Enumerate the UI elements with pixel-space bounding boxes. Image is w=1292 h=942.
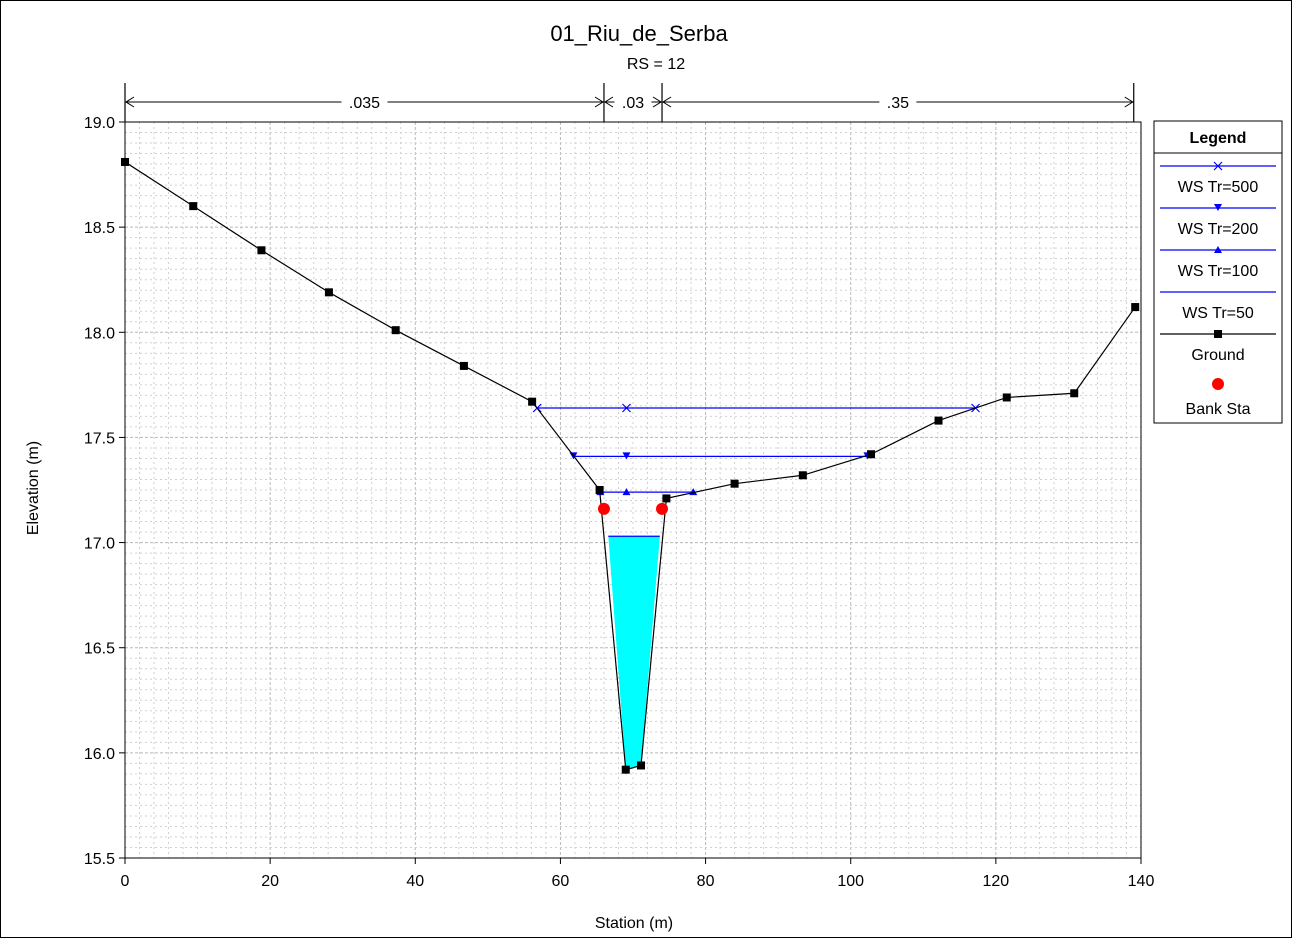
- x-tick-label: 80: [697, 873, 715, 890]
- x-tick-label: 140: [1128, 873, 1155, 890]
- legend-entry-label: WS Tr=200: [1178, 221, 1259, 238]
- legend-entry-label: Ground: [1191, 347, 1244, 364]
- y-tick-label: 15.5: [84, 851, 115, 868]
- legend-entry-label: WS Tr=50: [1182, 305, 1254, 322]
- x-tick-label: 40: [406, 873, 424, 890]
- ground-point: [636, 761, 645, 770]
- ground-point: [391, 326, 400, 335]
- y-tick-label: 18.0: [84, 325, 115, 342]
- bank-stations: [597, 502, 669, 515]
- y-tick-label: 19.0: [84, 115, 115, 132]
- ws-marker: [622, 403, 631, 413]
- ground-point: [595, 486, 604, 494]
- x-axis-ticks: 0 20 40 60 80 100 120 140: [121, 858, 1155, 890]
- bank-sta-point: [656, 502, 669, 515]
- manning-arrowhead: [604, 96, 614, 108]
- legend: Legend WS Tr=500 WS Tr=200 WS Tr=100 WS Tr=5…: [1153, 120, 1283, 424]
- y-tick-label: 17.5: [84, 430, 115, 447]
- ground-point: [324, 288, 333, 297]
- x-axis-label: Station (m): [595, 915, 673, 932]
- manning-n-label: .35: [887, 95, 909, 112]
- ground-point: [189, 202, 198, 211]
- x-tick-label: 0: [121, 873, 130, 890]
- grid: [125, 122, 1141, 858]
- legend-entry-label: WS Tr=500: [1178, 179, 1259, 196]
- chart-subtitle: RS = 12: [627, 56, 685, 73]
- ground-line: [124, 161, 1136, 771]
- ground-point: [459, 361, 468, 370]
- ground-point: [257, 246, 266, 255]
- legend-marker: [1214, 246, 1222, 253]
- x-tick-label: 20: [261, 873, 279, 890]
- manning-n-label: .03: [622, 95, 644, 112]
- manning-arrowhead: [652, 96, 662, 108]
- ground-point: [1002, 393, 1011, 402]
- ground-point: [934, 416, 943, 425]
- x-tick-label: 100: [837, 873, 864, 890]
- legend-entry-label: Bank Sta: [1186, 401, 1251, 418]
- y-tick-label: 16.5: [84, 641, 115, 658]
- ground-point: [867, 450, 876, 459]
- water-fill: [608, 536, 660, 770]
- legend-marker: [1212, 378, 1224, 390]
- legend-marker: [1214, 330, 1222, 338]
- y-tick-label: 18.5: [84, 220, 115, 237]
- legend-marker: [1213, 161, 1223, 171]
- ws-marker: [622, 488, 631, 496]
- y-axis-label: Elevation (m): [25, 441, 42, 535]
- x-tick-label: 120: [983, 873, 1010, 890]
- y-tick-label: 16.0: [84, 746, 115, 763]
- chart-title: 01_Riu_de_Serba: [550, 21, 728, 46]
- manning-arrowhead: [594, 96, 604, 108]
- ground-point: [528, 397, 537, 406]
- plot-area-border: [124, 121, 1142, 859]
- ground-point: [730, 479, 739, 488]
- ground-point: [621, 765, 630, 774]
- ws-marker: [622, 452, 631, 460]
- water-surface-lines: [532, 403, 980, 537]
- manning-arrowhead: [662, 96, 672, 108]
- ground-point: [662, 494, 671, 503]
- ground-point: [798, 471, 807, 480]
- manning-n-indicators: .035 .03 .35: [124, 83, 1135, 122]
- manning-n-label: .035: [349, 95, 380, 112]
- manning-arrowhead: [125, 96, 135, 108]
- y-axis-ticks: 15.5 16.0 16.5 17.0 17.5 18.0 18.5 19.0: [84, 115, 125, 868]
- legend-entry-label: WS Tr=100: [1178, 263, 1259, 280]
- x-tick-label: 60: [552, 873, 570, 890]
- y-tick-label: 17.0: [84, 536, 115, 553]
- bank-sta-point: [597, 502, 610, 515]
- legend-title: Legend: [1190, 130, 1247, 147]
- legend-box: [1153, 120, 1283, 424]
- ground-point: [1131, 303, 1140, 312]
- manning-arrowhead: [1124, 96, 1134, 108]
- ground-point: [1070, 389, 1079, 398]
- water-area: [608, 536, 660, 770]
- legend-marker: [1214, 204, 1222, 211]
